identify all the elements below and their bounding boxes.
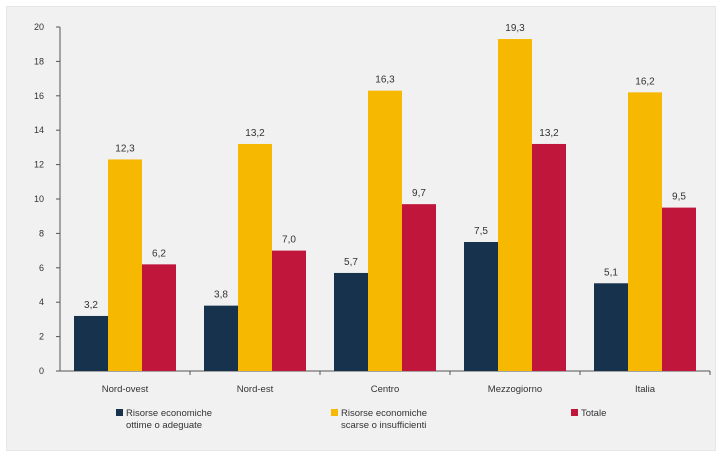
data-label: 12,3 <box>115 143 135 154</box>
y-tick-label: 16 <box>34 91 44 101</box>
bar <box>594 283 628 371</box>
data-label: 19,3 <box>505 23 525 34</box>
y-tick-label: 0 <box>39 366 44 376</box>
bar <box>628 92 662 372</box>
x-category-label: Nord-est <box>237 384 274 395</box>
y-axis: 0 2 4 6 8 10 12 14 16 18 20 <box>34 22 61 376</box>
bar <box>334 272 368 371</box>
bar <box>238 143 272 371</box>
data-label: 5,1 <box>604 267 618 278</box>
legend-label: scarse o insufficienti <box>341 420 426 431</box>
data-label: 7,5 <box>474 226 488 237</box>
y-tick-label: 10 <box>34 194 44 204</box>
data-label: 3,2 <box>84 300 98 311</box>
y-tick-label: 6 <box>39 263 44 273</box>
bar <box>142 264 176 371</box>
bar <box>662 207 696 371</box>
legend-swatch <box>331 409 338 416</box>
data-label: 6,2 <box>152 248 166 259</box>
y-tick-label: 4 <box>39 297 44 307</box>
y-tick-label: 8 <box>39 228 44 238</box>
x-category-label: Italia <box>635 384 656 395</box>
bar <box>74 315 108 371</box>
x-category-label: Nord-ovest <box>102 384 149 395</box>
data-label: 5,7 <box>344 257 358 268</box>
y-tick-label: 12 <box>34 160 44 170</box>
data-label: 9,7 <box>412 188 426 199</box>
bar <box>532 143 566 371</box>
data-label: 9,5 <box>672 192 686 203</box>
x-axis: Nord-ovest Nord-est Centro Mezzogiorno Itali… <box>60 370 711 395</box>
legend-swatch <box>116 409 123 416</box>
bar <box>272 250 306 371</box>
bar <box>204 305 238 371</box>
bar <box>464 242 498 371</box>
bar <box>402 204 436 371</box>
y-tick-label: 2 <box>39 332 44 342</box>
data-label: 16,2 <box>635 76 655 87</box>
y-tick-label: 20 <box>34 22 44 32</box>
y-tick-label: 14 <box>34 125 44 135</box>
legend-label: Risorse economiche <box>341 408 427 419</box>
data-labels: 3,2 12,3 6,2 3,8 13,2 7,0 5,7 16,3 9,7 7,5 19,3 13,… <box>84 23 686 311</box>
data-label: 16,3 <box>375 75 395 86</box>
x-category-label: Centro <box>371 384 400 395</box>
data-label: 13,2 <box>539 128 559 139</box>
legend-label: ottime o adeguate <box>126 420 202 431</box>
y-tick-label: 18 <box>34 56 44 66</box>
bar <box>368 90 402 371</box>
legend-label: Totale <box>581 408 606 419</box>
data-label: 13,2 <box>245 128 265 139</box>
legend-swatch <box>571 409 578 416</box>
x-category-label: Mezzogiorno <box>488 384 542 395</box>
data-label: 3,8 <box>214 290 228 301</box>
bar <box>108 159 142 371</box>
bars <box>74 39 696 372</box>
bar <box>498 39 532 371</box>
legend-label: Risorse economiche <box>126 408 212 419</box>
data-label: 7,0 <box>282 235 296 246</box>
